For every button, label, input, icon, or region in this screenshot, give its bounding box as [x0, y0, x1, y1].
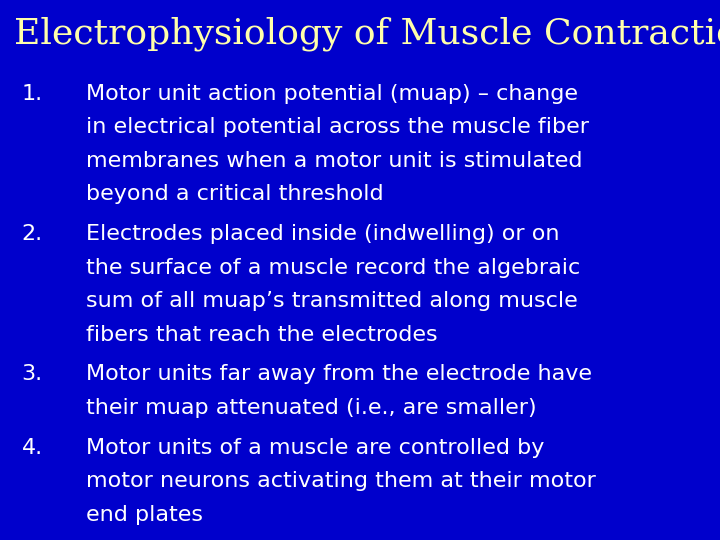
- Text: 3.: 3.: [22, 364, 42, 384]
- Text: their muap attenuated (i.e., are smaller): their muap attenuated (i.e., are smaller…: [86, 398, 537, 418]
- Text: Electrophysiology of Muscle Contraction: Electrophysiology of Muscle Contraction: [14, 16, 720, 51]
- Text: sum of all muap’s transmitted along muscle: sum of all muap’s transmitted along musc…: [86, 291, 578, 311]
- Text: Motor unit action potential (muap) – change: Motor unit action potential (muap) – cha…: [86, 84, 578, 104]
- Text: Electrodes placed inside (indwelling) or on: Electrodes placed inside (indwelling) or…: [86, 224, 560, 244]
- Text: fibers that reach the electrodes: fibers that reach the electrodes: [86, 325, 438, 345]
- Text: Motor units of a muscle are controlled by: Motor units of a muscle are controlled b…: [86, 438, 545, 458]
- Text: 4.: 4.: [22, 438, 42, 458]
- Text: beyond a critical threshold: beyond a critical threshold: [86, 184, 384, 204]
- Text: end plates: end plates: [86, 505, 203, 525]
- Text: motor neurons activating them at their motor: motor neurons activating them at their m…: [86, 471, 596, 491]
- Text: the surface of a muscle record the algebraic: the surface of a muscle record the algeb…: [86, 258, 580, 278]
- Text: 2.: 2.: [22, 224, 42, 244]
- Text: Motor units far away from the electrode have: Motor units far away from the electrode …: [86, 364, 593, 384]
- Text: in electrical potential across the muscle fiber: in electrical potential across the muscl…: [86, 117, 590, 137]
- Text: 1.: 1.: [22, 84, 42, 104]
- Text: membranes when a motor unit is stimulated: membranes when a motor unit is stimulate…: [86, 151, 583, 171]
